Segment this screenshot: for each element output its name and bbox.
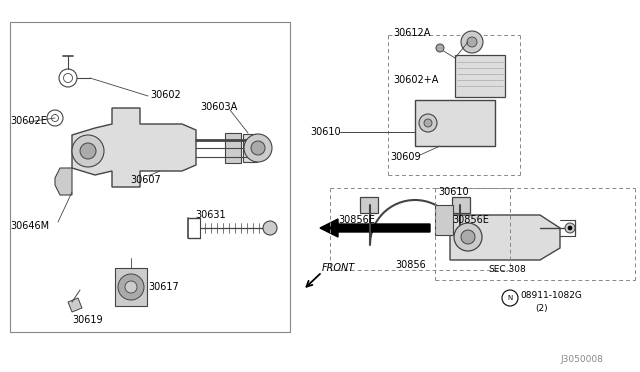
Text: 30602: 30602 [150, 90, 180, 100]
Text: 30856E: 30856E [338, 215, 375, 225]
Text: 30610: 30610 [438, 187, 468, 197]
Circle shape [118, 274, 144, 300]
Bar [225, 133, 241, 163]
Polygon shape [55, 168, 72, 195]
Circle shape [467, 37, 477, 47]
Text: 30612A: 30612A [393, 28, 430, 38]
Text: FRONT: FRONT [322, 263, 355, 273]
Text: 30617: 30617 [148, 282, 179, 292]
Text: 30631: 30631 [195, 210, 226, 220]
Bar [452, 197, 470, 213]
Bar [435, 205, 453, 235]
Text: 30646M: 30646M [10, 221, 49, 231]
Circle shape [424, 119, 432, 127]
Bar [243, 134, 257, 162]
Polygon shape [72, 108, 196, 187]
Circle shape [125, 281, 137, 293]
Circle shape [72, 135, 104, 167]
Text: 30610: 30610 [310, 127, 340, 137]
Text: 30602E: 30602E [10, 116, 47, 126]
Polygon shape [68, 298, 82, 312]
Circle shape [454, 223, 482, 251]
Bar [415, 100, 495, 146]
Text: (2): (2) [535, 304, 548, 312]
Circle shape [461, 31, 483, 53]
Polygon shape [450, 215, 560, 260]
Circle shape [461, 230, 475, 244]
Text: SEC.308: SEC.308 [488, 266, 525, 275]
Text: 30603A: 30603A [200, 102, 237, 112]
Text: J3050008: J3050008 [560, 356, 603, 365]
Circle shape [436, 44, 444, 52]
Circle shape [244, 134, 272, 162]
Circle shape [502, 290, 518, 306]
Circle shape [263, 221, 277, 235]
Text: 30607: 30607 [130, 175, 161, 185]
Text: 30856E: 30856E [452, 215, 489, 225]
Text: 08911-1082G: 08911-1082G [520, 291, 582, 299]
Circle shape [80, 143, 96, 159]
Text: N: N [508, 295, 513, 301]
Text: 30602+A: 30602+A [393, 75, 438, 85]
Circle shape [419, 114, 437, 132]
Text: 30609: 30609 [390, 152, 420, 162]
FancyArrow shape [320, 219, 430, 237]
Bar [455, 55, 505, 97]
Bar [360, 197, 378, 213]
Text: 30856: 30856 [395, 260, 426, 270]
Bar [115, 268, 147, 306]
Circle shape [568, 226, 572, 230]
Circle shape [251, 141, 265, 155]
Text: 30619: 30619 [72, 315, 102, 325]
Circle shape [565, 223, 575, 233]
Bar [10, 22, 290, 332]
